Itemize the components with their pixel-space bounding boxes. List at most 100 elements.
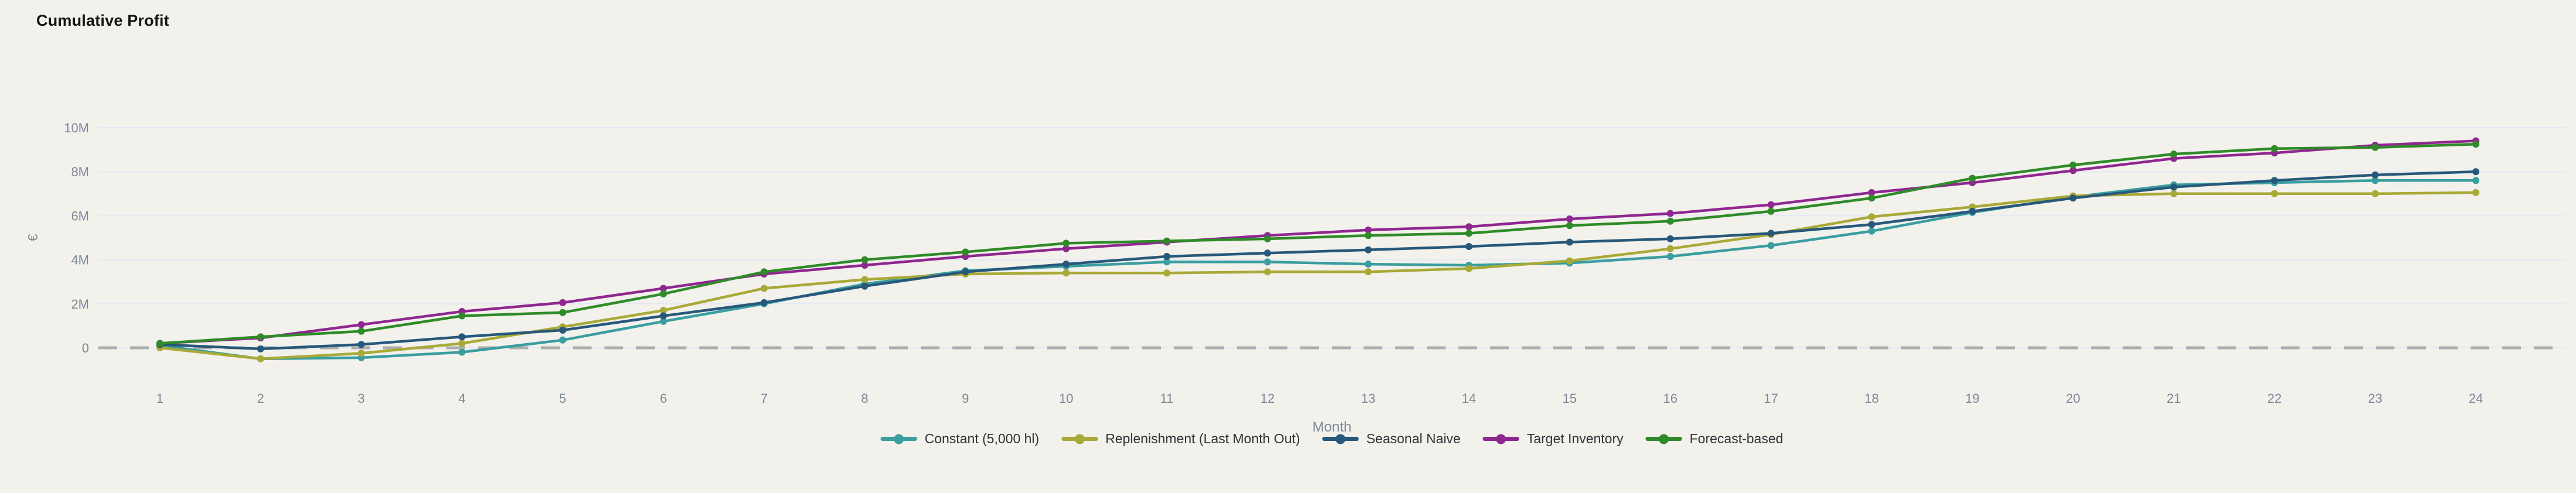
data-point-forecast-based-m6[interactable]	[660, 290, 667, 297]
data-point-replenishment-last-month-out-m21[interactable]	[2170, 190, 2178, 197]
data-point-seasonal-naive-m7[interactable]	[760, 299, 768, 306]
data-point-seasonal-naive-m17[interactable]	[1767, 230, 1775, 237]
data-point-constant-5-000-hl-m12[interactable]	[1264, 258, 1271, 266]
data-point-seasonal-naive-m20[interactable]	[2069, 194, 2077, 202]
data-point-seasonal-naive-m18[interactable]	[1868, 221, 1875, 228]
data-point-target-inventory-m3[interactable]	[357, 321, 365, 328]
data-point-constant-5-000-hl-m16[interactable]	[1666, 253, 1674, 260]
data-point-seasonal-naive-m22[interactable]	[2271, 177, 2278, 184]
data-point-replenishment-last-month-out-m23[interactable]	[2372, 190, 2379, 197]
data-point-replenishment-last-month-out-m13[interactable]	[1365, 268, 1372, 276]
data-point-seasonal-naive-m4[interactable]	[458, 333, 466, 341]
data-point-constant-5-000-hl-m17[interactable]	[1767, 242, 1775, 249]
data-point-seasonal-naive-m13[interactable]	[1365, 246, 1372, 254]
data-point-seasonal-naive-m24[interactable]	[2472, 168, 2479, 176]
data-point-seasonal-naive-m9[interactable]	[962, 268, 969, 276]
data-point-target-inventory-m5[interactable]	[559, 299, 566, 306]
data-point-forecast-based-m15[interactable]	[1566, 222, 1573, 230]
series-line-seasonal-naive[interactable]	[158, 170, 2478, 351]
legend-item-target-inventory[interactable]: Target Inventory	[1482, 431, 1624, 447]
series-seasonal-naive[interactable]	[156, 168, 2479, 352]
data-point-replenishment-last-month-out-m24[interactable]	[2472, 189, 2479, 196]
data-point-seasonal-naive-m5[interactable]	[559, 326, 566, 334]
data-point-forecast-based-m19[interactable]	[1969, 174, 1976, 182]
data-point-target-inventory-m6[interactable]	[660, 285, 667, 292]
data-point-seasonal-naive-m23[interactable]	[2372, 171, 2379, 179]
data-point-replenishment-last-month-out-m11[interactable]	[1163, 269, 1171, 277]
data-point-replenishment-last-month-out-m16[interactable]	[1666, 245, 1674, 252]
data-point-seasonal-naive-m2[interactable]	[257, 345, 264, 352]
data-point-forecast-based-m12[interactable]	[1264, 235, 1271, 242]
data-point-forecast-based-m7[interactable]	[760, 268, 768, 276]
data-point-forecast-based-m20[interactable]	[2069, 161, 2077, 169]
data-point-replenishment-last-month-out-m3[interactable]	[357, 350, 365, 357]
data-point-target-inventory-m20[interactable]	[2069, 167, 2077, 174]
data-point-replenishment-last-month-out-m22[interactable]	[2271, 190, 2278, 197]
data-point-seasonal-naive-m15[interactable]	[1566, 238, 1573, 246]
data-point-constant-5-000-hl-m23[interactable]	[2372, 177, 2379, 184]
data-point-forecast-based-m21[interactable]	[2170, 150, 2178, 158]
data-point-replenishment-last-month-out-m4[interactable]	[458, 340, 466, 347]
data-point-replenishment-last-month-out-m14[interactable]	[1465, 265, 1473, 272]
data-point-replenishment-last-month-out-m10[interactable]	[1062, 269, 1070, 277]
data-point-seasonal-naive-m19[interactable]	[1969, 207, 1976, 215]
data-point-seasonal-naive-m16[interactable]	[1666, 235, 1674, 242]
data-point-target-inventory-m15[interactable]	[1566, 215, 1573, 222]
data-point-constant-5-000-hl-m24[interactable]	[2472, 177, 2479, 184]
data-point-seasonal-naive-m10[interactable]	[1062, 261, 1070, 268]
data-point-seasonal-naive-m8[interactable]	[861, 282, 869, 290]
data-point-forecast-based-m8[interactable]	[861, 256, 869, 263]
data-point-replenishment-last-month-out-m18[interactable]	[1868, 213, 1875, 221]
data-point-seasonal-naive-m14[interactable]	[1465, 243, 1473, 250]
series-line-constant-5-000-hl[interactable]	[158, 179, 2478, 361]
data-point-forecast-based-m22[interactable]	[2271, 145, 2278, 152]
data-point-target-inventory-m8[interactable]	[861, 262, 869, 269]
data-point-forecast-based-m14[interactable]	[1465, 230, 1473, 237]
series-line-forecast-based[interactable]	[158, 142, 2478, 345]
legend-item-seasonal-naive[interactable]: Seasonal Naive	[1322, 431, 1461, 447]
data-point-forecast-based-m11[interactable]	[1163, 237, 1171, 245]
data-point-forecast-based-m24[interactable]	[2472, 141, 2479, 148]
data-point-forecast-based-m17[interactable]	[1767, 207, 1775, 215]
data-point-replenishment-last-month-out-m15[interactable]	[1566, 257, 1573, 265]
data-point-seasonal-naive-m3[interactable]	[357, 341, 365, 348]
data-point-replenishment-last-month-out-m8[interactable]	[861, 276, 869, 283]
data-point-constant-5-000-hl-m6[interactable]	[660, 317, 667, 325]
data-point-replenishment-last-month-out-m7[interactable]	[760, 285, 768, 292]
data-point-seasonal-naive-m6[interactable]	[660, 312, 667, 320]
data-point-forecast-based-m2[interactable]	[257, 333, 264, 341]
legend-item-constant-5-000-hl[interactable]: Constant (5,000 hl)	[880, 431, 1039, 447]
data-point-forecast-based-m10[interactable]	[1062, 239, 1070, 247]
data-point-target-inventory-m10[interactable]	[1062, 245, 1070, 252]
data-point-forecast-based-m5[interactable]	[559, 309, 566, 316]
data-point-target-inventory-m13[interactable]	[1365, 226, 1372, 234]
data-point-replenishment-last-month-out-m2[interactable]	[257, 355, 264, 362]
data-point-target-inventory-m17[interactable]	[1767, 201, 1775, 208]
data-point-forecast-based-m13[interactable]	[1365, 232, 1372, 239]
series-line-target-inventory[interactable]	[158, 139, 2478, 345]
data-point-constant-5-000-hl-m4[interactable]	[458, 348, 466, 356]
data-point-forecast-based-m18[interactable]	[1868, 194, 1875, 202]
data-point-seasonal-naive-m21[interactable]	[2170, 183, 2178, 191]
data-point-replenishment-last-month-out-m12[interactable]	[1264, 268, 1271, 276]
data-point-target-inventory-m14[interactable]	[1465, 223, 1473, 231]
data-point-constant-5-000-hl-m18[interactable]	[1868, 227, 1875, 235]
series-replenishment-last-month-out[interactable]	[156, 189, 2479, 362]
data-point-seasonal-naive-m11[interactable]	[1163, 253, 1171, 260]
data-point-target-inventory-m16[interactable]	[1666, 210, 1674, 217]
data-point-forecast-based-m3[interactable]	[357, 327, 365, 335]
data-point-forecast-based-m23[interactable]	[2372, 143, 2379, 151]
data-point-constant-5-000-hl-m11[interactable]	[1163, 258, 1171, 266]
series-forecast-based[interactable]	[156, 141, 2479, 347]
data-point-seasonal-naive-m12[interactable]	[1264, 249, 1271, 257]
data-point-forecast-based-m4[interactable]	[458, 312, 466, 320]
legend-item-replenishment-last-month-out[interactable]: Replenishment (Last Month Out)	[1061, 431, 1300, 447]
data-point-constant-5-000-hl-m13[interactable]	[1365, 261, 1372, 268]
data-point-forecast-based-m16[interactable]	[1666, 217, 1674, 225]
legend-item-forecast-based[interactable]: Forecast-based	[1645, 431, 1783, 447]
data-point-replenishment-last-month-out-m6[interactable]	[660, 307, 667, 314]
data-point-forecast-based-m1[interactable]	[156, 340, 163, 347]
data-point-target-inventory-m18[interactable]	[1868, 189, 1875, 196]
data-point-constant-5-000-hl-m5[interactable]	[559, 336, 566, 344]
